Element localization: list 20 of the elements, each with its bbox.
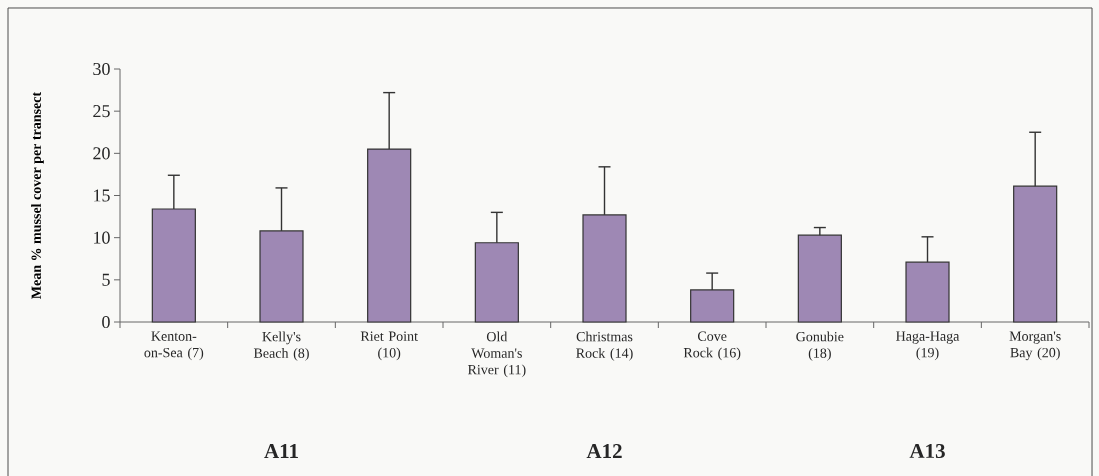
y-tick-label: 5 [102, 273, 110, 286]
y-tick-label: 20 [93, 147, 110, 160]
text: A12 [586, 444, 622, 458]
y-tick-label: 0 [102, 315, 110, 329]
y-axis-title: Mean % mussel cover per transect [31, 91, 44, 299]
y-tick-label: 25 [93, 105, 110, 118]
x-tick-label: Morgan's Bay (20) [1009, 331, 1061, 361]
x-tick-label: Kelly's Beach (8) [253, 331, 309, 361]
x-tick-label: Old Woman's River (11) [467, 331, 526, 378]
x-tick-label: Christmas Rock (14) [576, 331, 633, 361]
x-tick-label: Riet Point (10) [360, 331, 418, 361]
text: A13 [909, 443, 945, 459]
x-tick-label: Cove Rock (16) [683, 331, 741, 361]
text: A11 [264, 444, 298, 458]
y-tick-label: 30 [93, 62, 110, 76]
x-tick-label: Kenton-on-Sea (7) [144, 331, 204, 361]
x-tick-label: Haga-Haga (19) [896, 331, 960, 361]
x-tick-label: Gonubie (18) [796, 331, 844, 361]
y-tick-label: 15 [94, 189, 110, 202]
y-tick-label: 10 [94, 231, 110, 244]
